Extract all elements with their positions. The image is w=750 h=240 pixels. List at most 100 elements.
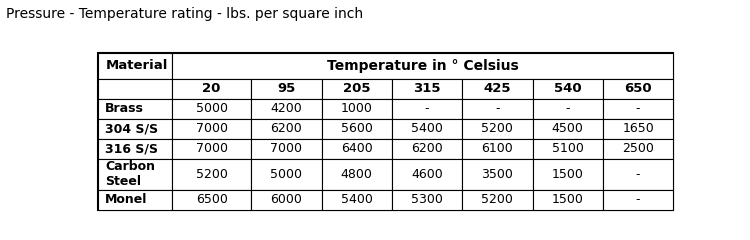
Text: 4500: 4500: [552, 122, 584, 135]
Text: 2500: 2500: [622, 142, 654, 156]
Text: 4600: 4600: [411, 168, 443, 181]
Bar: [462, 119, 532, 139]
Bar: [251, 99, 322, 119]
Bar: [603, 190, 674, 210]
Bar: [98, 99, 172, 119]
Bar: [392, 119, 462, 139]
Bar: [98, 190, 172, 210]
Bar: [98, 79, 172, 99]
Bar: [98, 139, 172, 159]
Bar: [172, 53, 674, 79]
Text: 7000: 7000: [196, 142, 227, 156]
Bar: [251, 139, 322, 159]
Bar: [98, 119, 172, 139]
Text: -: -: [424, 102, 429, 115]
Bar: [532, 99, 603, 119]
Text: Carbon
Steel: Carbon Steel: [105, 160, 155, 188]
Bar: [322, 190, 392, 210]
Bar: [532, 159, 603, 190]
Bar: [251, 119, 322, 139]
Bar: [251, 159, 322, 190]
Bar: [322, 99, 392, 119]
Bar: [322, 79, 392, 99]
Bar: [392, 190, 462, 210]
Text: 1650: 1650: [622, 122, 654, 135]
Text: Pressure - Temperature rating - lbs. per square inch: Pressure - Temperature rating - lbs. per…: [6, 7, 363, 21]
Text: 4800: 4800: [340, 168, 373, 181]
Bar: [98, 159, 172, 190]
Text: -: -: [636, 193, 640, 206]
Text: 5100: 5100: [552, 142, 584, 156]
Text: 1500: 1500: [552, 168, 584, 181]
Text: 5200: 5200: [196, 168, 227, 181]
Text: 5300: 5300: [411, 193, 443, 206]
Text: 95: 95: [278, 82, 296, 95]
Text: 5000: 5000: [196, 102, 227, 115]
Bar: [462, 159, 532, 190]
Bar: [98, 53, 674, 210]
Text: -: -: [495, 102, 500, 115]
Text: Material: Material: [105, 59, 168, 72]
Bar: [532, 190, 603, 210]
Bar: [322, 119, 392, 139]
Bar: [603, 159, 674, 190]
Bar: [172, 139, 251, 159]
Text: 650: 650: [624, 82, 652, 95]
Bar: [462, 139, 532, 159]
Text: Monel: Monel: [105, 193, 148, 206]
Bar: [322, 159, 392, 190]
Text: 5400: 5400: [411, 122, 443, 135]
Bar: [462, 190, 532, 210]
Text: -: -: [636, 168, 640, 181]
Bar: [603, 79, 674, 99]
Text: 6500: 6500: [196, 193, 227, 206]
Bar: [172, 190, 251, 210]
Bar: [392, 99, 462, 119]
Bar: [251, 190, 322, 210]
Bar: [172, 159, 251, 190]
Text: 1500: 1500: [552, 193, 584, 206]
Bar: [322, 139, 392, 159]
Bar: [98, 53, 172, 79]
Text: 1000: 1000: [340, 102, 373, 115]
Bar: [251, 79, 322, 99]
Text: 316 S/S: 316 S/S: [105, 142, 158, 156]
Text: -: -: [566, 102, 570, 115]
Text: 6000: 6000: [271, 193, 302, 206]
Text: 315: 315: [413, 82, 441, 95]
Text: 540: 540: [554, 82, 581, 95]
Text: 6400: 6400: [340, 142, 373, 156]
Text: 5000: 5000: [271, 168, 302, 181]
Text: 4200: 4200: [271, 102, 302, 115]
Text: Temperature in ° Celsius: Temperature in ° Celsius: [327, 59, 518, 73]
Text: 6200: 6200: [271, 122, 302, 135]
Text: 20: 20: [202, 82, 220, 95]
Text: 7000: 7000: [271, 142, 302, 156]
Bar: [172, 99, 251, 119]
Text: -: -: [636, 102, 640, 115]
Bar: [462, 99, 532, 119]
Bar: [392, 159, 462, 190]
Bar: [172, 79, 251, 99]
Bar: [172, 119, 251, 139]
Bar: [532, 79, 603, 99]
Bar: [462, 79, 532, 99]
Text: 5200: 5200: [482, 122, 513, 135]
Text: 5600: 5600: [340, 122, 373, 135]
Text: Brass: Brass: [105, 102, 144, 115]
Bar: [532, 139, 603, 159]
Bar: [392, 139, 462, 159]
Bar: [603, 119, 674, 139]
Text: 7000: 7000: [196, 122, 227, 135]
Bar: [603, 139, 674, 159]
Text: 6100: 6100: [482, 142, 513, 156]
Text: 3500: 3500: [482, 168, 513, 181]
Text: 6200: 6200: [411, 142, 443, 156]
Bar: [392, 79, 462, 99]
Text: 5400: 5400: [340, 193, 373, 206]
Text: 425: 425: [484, 82, 512, 95]
Bar: [603, 99, 674, 119]
Bar: [532, 119, 603, 139]
Text: 5200: 5200: [482, 193, 513, 206]
Text: 304 S/S: 304 S/S: [105, 122, 158, 135]
